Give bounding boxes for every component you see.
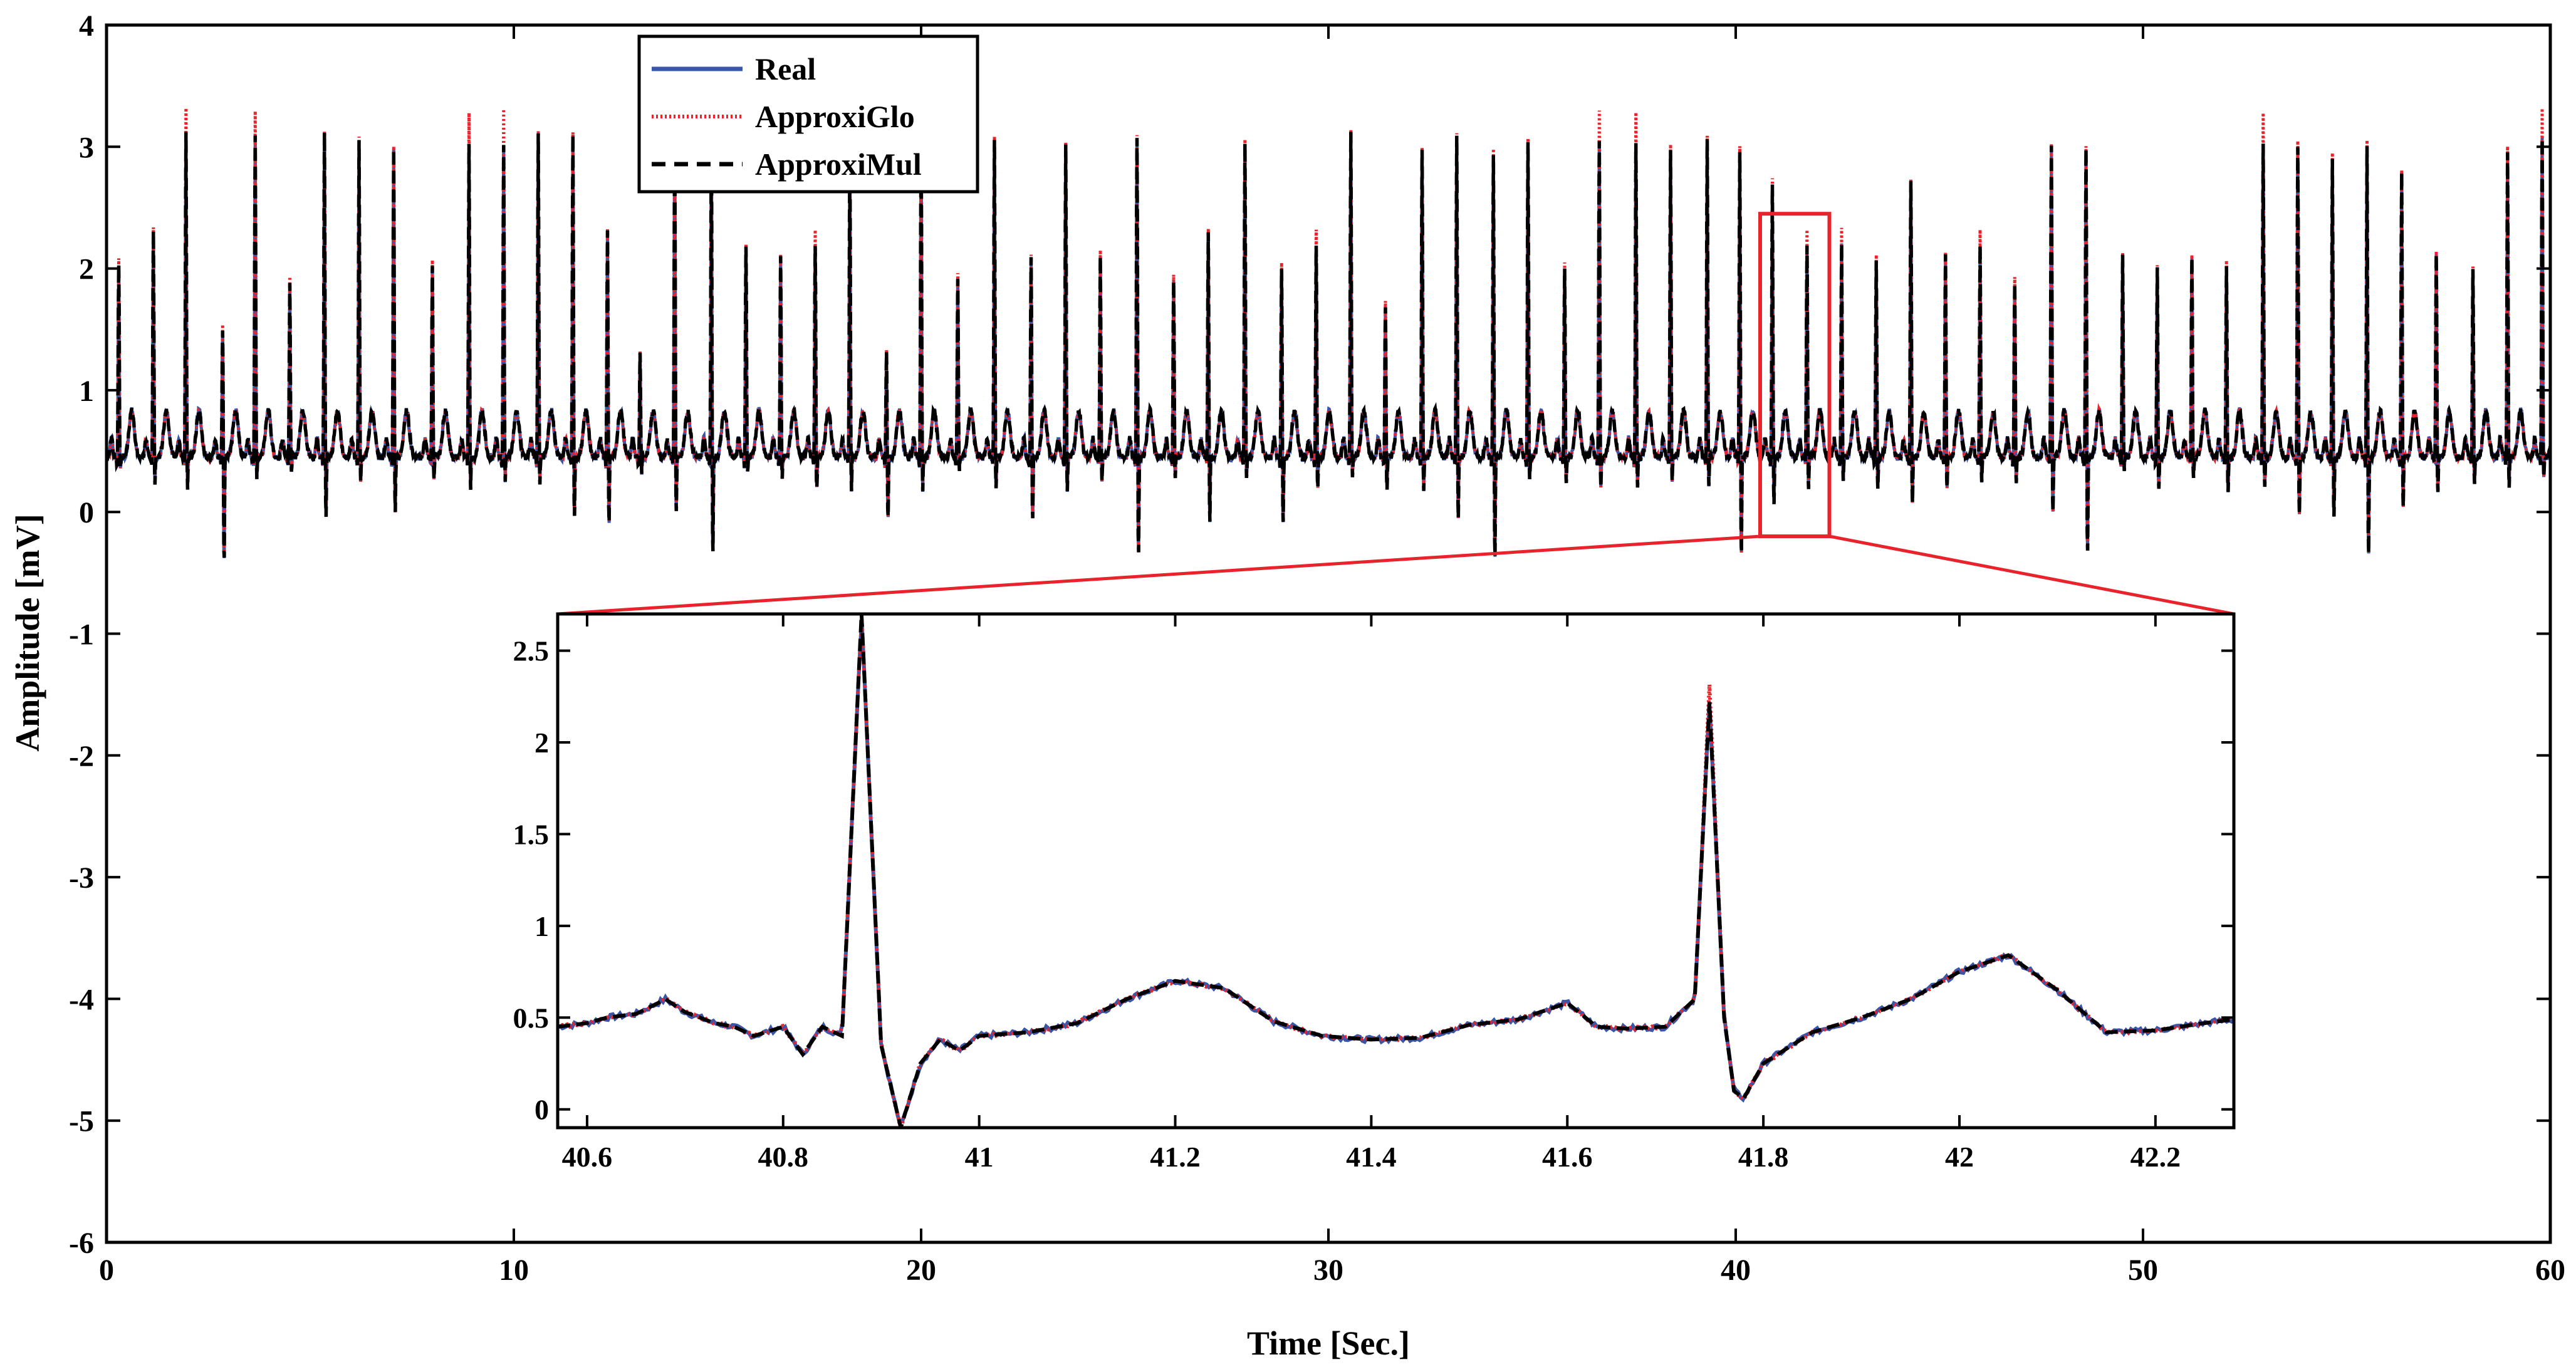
inset-axes-frame (556, 612, 2236, 1130)
zoom-connectors (557, 534, 2234, 616)
inset-xtick-label: 41.8 (1738, 1141, 1789, 1173)
legend-entry-approximul: ApproxiMul (652, 147, 922, 182)
main-ytick-label: 0 (79, 496, 94, 529)
main-ytick-label: 4 (79, 9, 94, 43)
main-ytick-label: -3 (69, 861, 94, 895)
inset-ytick-label: 1 (534, 910, 549, 942)
inset-ytick-label: 2 (534, 727, 549, 759)
inset-xtick-label: 40.6 (562, 1141, 613, 1173)
inset-ytick-label: 0.5 (513, 1002, 550, 1034)
main-ylabel: Amplitude [mV] (9, 514, 46, 751)
main-ytick-label: -2 (69, 740, 94, 773)
inset-xtick-label: 41.4 (1346, 1141, 1397, 1173)
main-xtick-label: 40 (1721, 1254, 1751, 1287)
legend-entry-real: Real (652, 51, 816, 86)
zoom-region-box (1758, 212, 1832, 539)
inset-xtick-label: 41.6 (1542, 1141, 1593, 1173)
main-xtick-label: 20 (906, 1254, 936, 1287)
inset-xtick-label: 41.2 (1150, 1141, 1201, 1173)
main-ytick-label: -4 (69, 983, 94, 1016)
inset-ytick-label: 2.5 (513, 635, 550, 667)
inset-plot-area (558, 614, 2234, 1128)
main-ytick-label: -1 (69, 618, 94, 652)
main-series-group (107, 108, 2550, 559)
main-xtick-label: 60 (2535, 1254, 2565, 1287)
zoom-connector-right (1829, 534, 2234, 616)
main-series-approximul-line (107, 132, 2550, 558)
main-ytick-label: -5 (69, 1105, 94, 1138)
legend-label-real: Real (755, 51, 816, 86)
inset-ytick-label: 1.5 (513, 818, 550, 850)
legend-box (637, 34, 979, 194)
legend-entry-approxiglo: ApproxiGlo (652, 99, 915, 134)
main-xtick-label: 30 (1313, 1254, 1343, 1287)
inset-axes: 40.6 40.8 41 41.2 41.4 41.6 41.8 42 42.2 0 0.5 1 1.5… (513, 612, 2236, 1173)
main-axes-frame (105, 23, 2552, 1244)
inset-ytick-label: 0 (534, 1094, 549, 1126)
main-xtick-label: 0 (99, 1254, 114, 1287)
legend-label-approximul: ApproxiMul (755, 147, 922, 182)
main-ytick-label: 3 (79, 131, 94, 164)
inset-series-approximul-line (558, 614, 2234, 1128)
legend: Real ApproxiGlo ApproxiMul (637, 34, 979, 194)
inset-series-group (558, 614, 2234, 1128)
inset-xtick-label: 40.8 (758, 1141, 809, 1173)
main-ytick-label: -6 (69, 1227, 94, 1260)
main-xlabel: Time [Sec.] (1247, 1324, 1410, 1362)
main-ytick-label: 2 (79, 253, 94, 286)
legend-label-approxiglo: ApproxiGlo (755, 99, 915, 134)
main-ytick-label: 1 (79, 375, 94, 408)
main-xtick-label: 10 (499, 1254, 529, 1287)
inset-xtick-label: 42.2 (2130, 1141, 2181, 1173)
inset-ticks: 40.6 40.8 41 41.2 41.4 41.6 41.8 42 42.2 0 0.5 1 1.5… (513, 614, 2234, 1173)
main-xtick-label: 50 (2128, 1254, 2158, 1287)
inset-xtick-label: 42 (1945, 1141, 1974, 1173)
inset-xtick-label: 41 (965, 1141, 994, 1173)
zoom-connector-left (557, 534, 1761, 616)
